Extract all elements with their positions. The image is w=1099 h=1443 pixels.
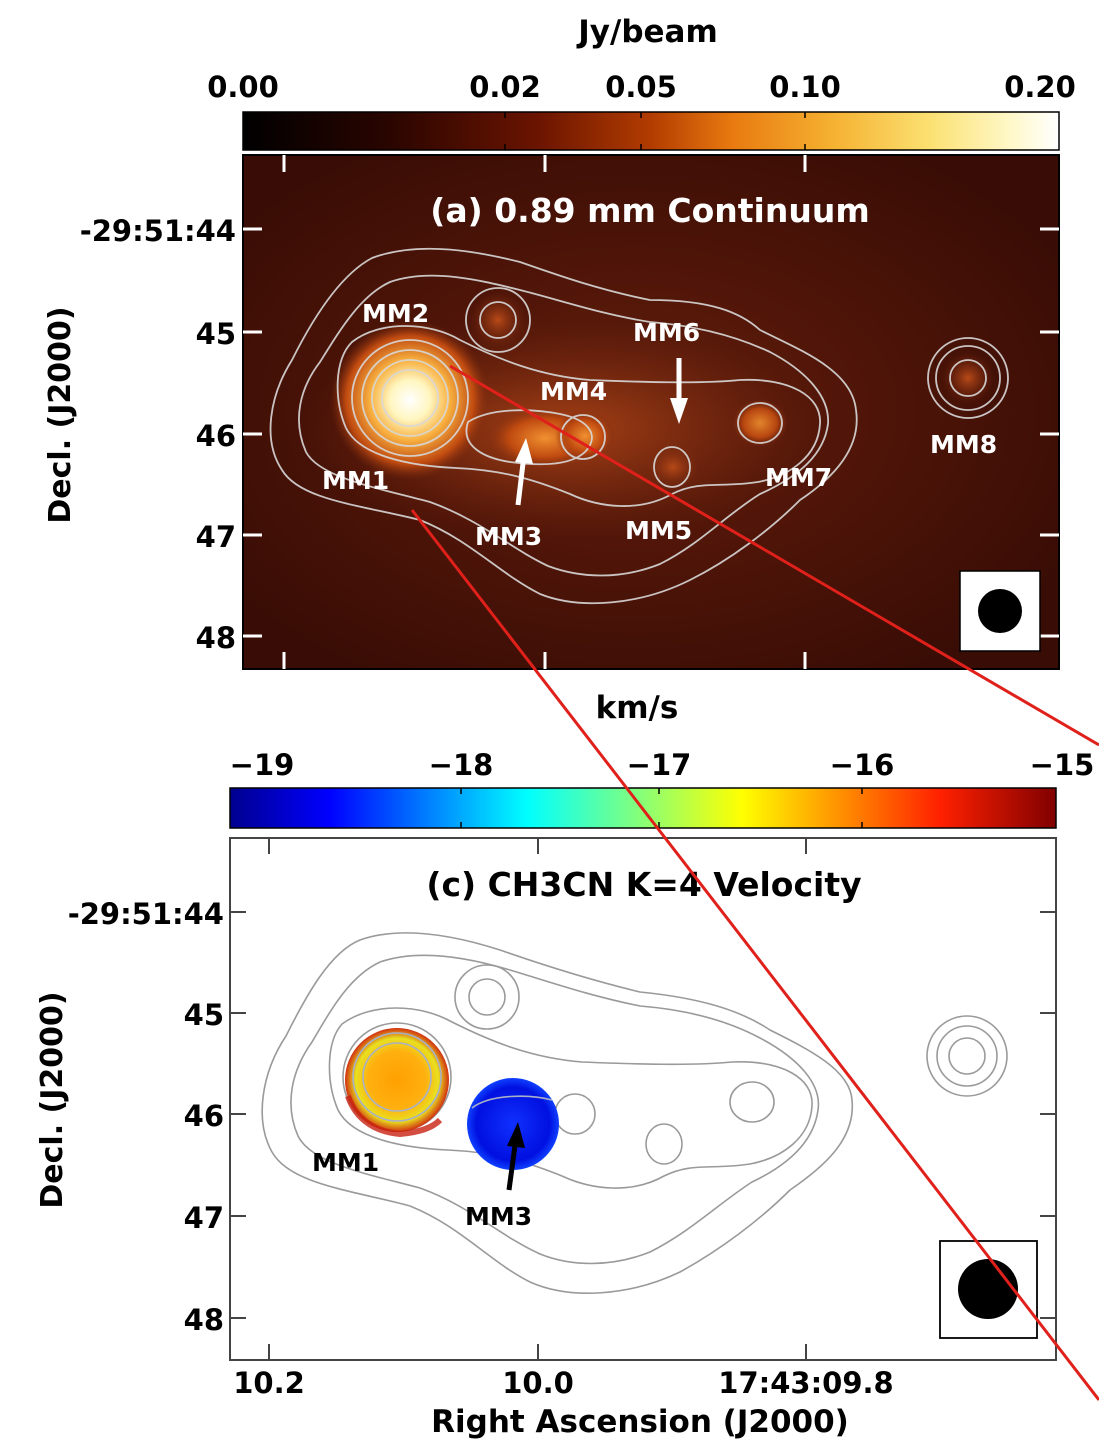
dec-tick-a: 47 [196,520,236,554]
ylabel-a: Decl. (J2000) [43,306,78,523]
contours-c-overlay [352,1032,553,1122]
colorbar-a-tick: 0.10 [769,70,841,104]
panel-c-title: (c) CH3CN K=4 Velocity [426,865,861,904]
dec-tick-c: 47 [184,1201,224,1235]
dec-tick-c: 46 [184,1099,224,1133]
colorbar-c-tick: −16 [830,748,895,782]
c-tickmarks [230,838,1056,1360]
colorbar-a-unit: Jy/beam [576,14,718,50]
colorbar-c-tick: −19 [230,748,295,782]
dec-tick-c: 45 [184,998,224,1032]
label-mm1: MM1 [322,466,389,495]
label-mm4: MM4 [540,377,607,406]
colorbar-a [242,111,1060,151]
colorbar-c-tick: −18 [429,748,494,782]
dec-tick-c: -29:51:44 [68,897,224,931]
xlabel-c: Right Ascension (J2000) [431,1404,849,1440]
velocity-mm1-edge [345,1094,443,1138]
beam-a [978,589,1022,633]
ylabel-c: Decl. (J2000) [35,991,70,1208]
pointer-line-mm2 [449,364,1099,747]
colorbar-c-ticks: −19 −18 −17 −16 −15 [230,748,1095,782]
velocity-mm3 [467,1078,559,1170]
ra-tick: 10.2 [233,1366,305,1400]
arrow-c-mm3 [506,1122,525,1191]
colorbar-c-tick: −15 [1030,748,1095,782]
ra-ticks-c: 10.2 10.0 17:43:09.8 [233,1366,894,1400]
pointer-line-mm1 [410,509,1099,1401]
label-mm6: MM6 [633,318,700,347]
beam-c [958,1259,1018,1319]
contours-a [269,247,1009,605]
arrow-mm3 [515,438,533,506]
dec-tick-c: 48 [184,1303,224,1337]
panel-a-title: (a) 0.89 mm Continuum [430,191,869,230]
map-a-tickmarks [243,155,1059,669]
colorbar-a-ticks: 0.00 0.02 0.05 0.10 0.20 [207,70,1076,104]
label-c-mm1: MM1 [312,1148,379,1177]
colorbar-c-tickmarks [460,788,863,828]
pointer-lines [410,364,1099,1401]
dec-tick-a: 45 [196,317,236,351]
dec-ticks-a: -29:51:44 45 46 47 48 [80,214,236,655]
label-c-mm3: MM3 [465,1202,532,1231]
ra-tick: 10.0 [502,1366,574,1400]
label-mm7: MM7 [765,463,832,492]
colorbar-a-tick: 0.02 [469,70,541,104]
dec-ticks-c: -29:51:44 45 46 47 48 [68,897,224,1337]
colorbar-a-tick: 0.00 [207,70,279,104]
label-mm3: MM3 [475,522,542,551]
ra-tick: 17:43:09.8 [718,1366,893,1400]
dec-tick-a: 46 [196,419,236,453]
colorbar-a-tickmarks [504,112,806,150]
colorbar-a-tick: 0.05 [605,70,677,104]
label-mm8: MM8 [930,430,997,459]
colorbar-c-tick: −17 [627,748,692,782]
arrow-mm6 [670,358,688,424]
colorbar-c-unit: km/s [596,690,679,726]
label-mm5: MM5 [625,516,692,545]
map-a-frame [242,154,1060,670]
colorbar-a-tick: 0.20 [1004,70,1076,104]
dec-tick-a: 48 [196,621,236,655]
source-labels-a: MM1 MM2 MM3 MM4 MM5 MM6 MM7 MM8 [322,299,997,551]
label-mm2: MM2 [362,299,429,328]
dec-tick-a: -29:51:44 [80,214,236,248]
